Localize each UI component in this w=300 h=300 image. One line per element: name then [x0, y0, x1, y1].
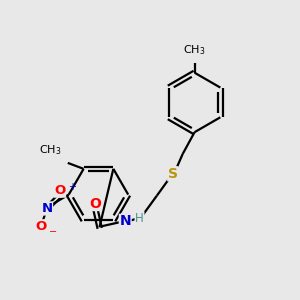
Text: O: O: [90, 196, 101, 211]
Text: N: N: [41, 202, 52, 215]
Text: CH$_3$: CH$_3$: [183, 43, 206, 57]
Text: O: O: [54, 184, 65, 197]
Text: S: S: [168, 167, 178, 181]
Text: −: −: [49, 227, 57, 237]
Text: O: O: [35, 220, 46, 233]
Text: N: N: [119, 214, 131, 228]
Text: +: +: [68, 182, 76, 192]
Text: H: H: [135, 212, 144, 225]
Text: CH$_3$: CH$_3$: [39, 143, 62, 157]
